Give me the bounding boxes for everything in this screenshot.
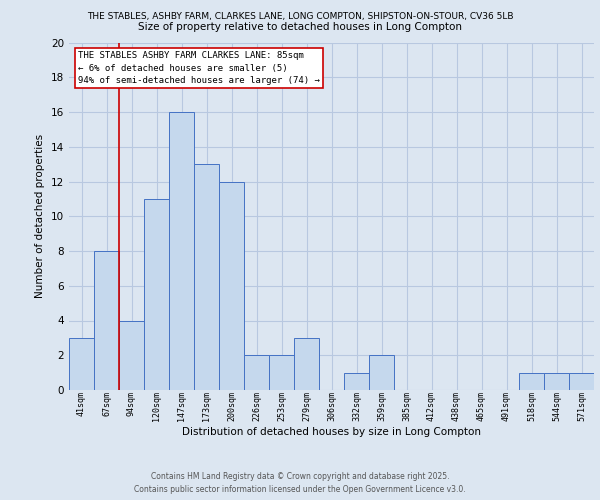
Bar — [244, 355, 269, 390]
Bar — [94, 251, 119, 390]
Bar — [269, 355, 294, 390]
Bar — [194, 164, 219, 390]
Bar — [519, 372, 544, 390]
Bar — [119, 320, 144, 390]
X-axis label: Distribution of detached houses by size in Long Compton: Distribution of detached houses by size … — [182, 427, 481, 437]
Text: Contains public sector information licensed under the Open Government Licence v3: Contains public sector information licen… — [134, 484, 466, 494]
Bar — [544, 372, 569, 390]
Text: Contains HM Land Registry data © Crown copyright and database right 2025.: Contains HM Land Registry data © Crown c… — [151, 472, 449, 481]
Text: THE STABLES ASHBY FARM CLARKES LANE: 85sqm
← 6% of detached houses are smaller (: THE STABLES ASHBY FARM CLARKES LANE: 85s… — [79, 51, 320, 85]
Bar — [219, 182, 244, 390]
Bar — [69, 338, 94, 390]
Text: THE STABLES, ASHBY FARM, CLARKES LANE, LONG COMPTON, SHIPSTON-ON-STOUR, CV36 5LB: THE STABLES, ASHBY FARM, CLARKES LANE, L… — [87, 12, 513, 22]
Bar — [294, 338, 319, 390]
Text: Size of property relative to detached houses in Long Compton: Size of property relative to detached ho… — [138, 22, 462, 32]
Bar — [569, 372, 594, 390]
Bar — [144, 199, 169, 390]
Bar — [344, 372, 369, 390]
Y-axis label: Number of detached properties: Number of detached properties — [35, 134, 46, 298]
Bar — [369, 355, 394, 390]
Bar — [169, 112, 194, 390]
